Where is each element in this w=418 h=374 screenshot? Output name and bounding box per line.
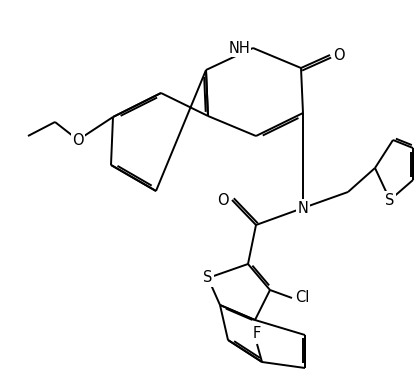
Text: O: O bbox=[72, 132, 84, 147]
Text: NH: NH bbox=[228, 40, 250, 55]
Text: O: O bbox=[217, 193, 229, 208]
Text: S: S bbox=[203, 270, 213, 285]
Text: S: S bbox=[385, 193, 395, 208]
Text: Cl: Cl bbox=[295, 291, 309, 306]
Text: N: N bbox=[298, 200, 308, 215]
Text: F: F bbox=[253, 327, 261, 341]
Text: O: O bbox=[333, 47, 345, 62]
